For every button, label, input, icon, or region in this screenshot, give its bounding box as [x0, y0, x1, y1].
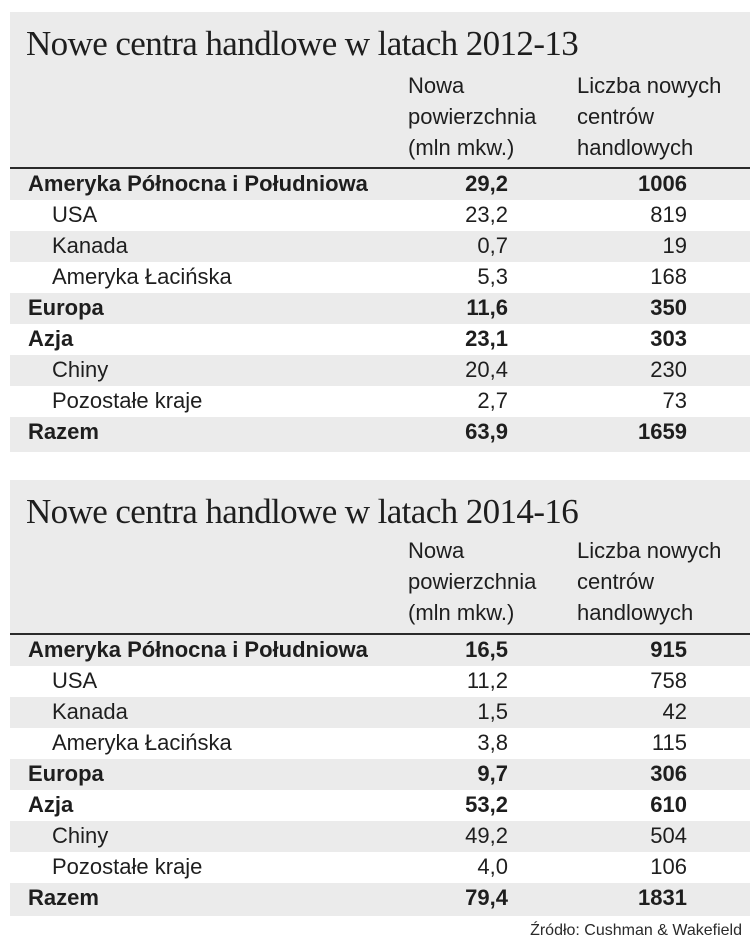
header-separator	[10, 167, 750, 169]
area-value: 1,5	[477, 699, 508, 724]
table-row: Europa 11,6 350	[10, 293, 750, 324]
table-2012-13: Nowe centra handlowe w latach 2012-13 No…	[10, 12, 750, 452]
table-row: Pozostałe kraje 4,0 106	[10, 852, 750, 883]
area-value: 63,9	[465, 419, 508, 444]
count-value: 115	[651, 730, 687, 755]
area-value: 5,3	[477, 264, 508, 289]
area-value: 0,7	[477, 233, 508, 258]
table-row: Ameryka Północna i Południowa 16,5 915	[10, 635, 750, 666]
count-value: 306	[650, 761, 687, 786]
count-value: 73	[662, 388, 687, 413]
count-value: 758	[650, 668, 687, 693]
count-value: 230	[650, 357, 687, 382]
table-row: Kanada 0,7 19	[10, 231, 750, 262]
row-label: USA	[52, 668, 98, 693]
table-row: Ameryka Łacińska 5,3 168	[10, 262, 750, 293]
table-row: Pozostałe kraje 2,7 73	[10, 386, 750, 417]
row-label: Pozostałe kraje	[52, 388, 203, 413]
table-row: USA 11,2 758	[10, 666, 750, 697]
area-value: 16,5	[465, 637, 508, 662]
column-header-count: Liczba nowych centrów handlowych	[577, 538, 722, 625]
table-row: Chiny 49,2 504	[10, 821, 750, 852]
count-value: 504	[650, 823, 687, 848]
row-label: Chiny	[52, 357, 109, 382]
row-label: Azja	[28, 792, 74, 817]
count-value: 915	[650, 637, 687, 662]
area-value: 3,8	[477, 730, 508, 755]
count-value: 303	[650, 326, 687, 351]
area-value: 20,4	[465, 357, 508, 382]
table-row: Ameryka Północna i Południowa 29,2 1006	[10, 169, 750, 200]
row-label: Razem	[28, 885, 99, 910]
row-label: Europa	[28, 761, 104, 786]
count-value: 1831	[638, 885, 687, 910]
count-value: 106	[650, 854, 687, 879]
row-label: Chiny	[52, 823, 109, 848]
area-value: 79,4	[465, 885, 508, 910]
column-header-area: Nowa powierzchnia (mln mkw.)	[408, 538, 537, 625]
area-value: 29,2	[465, 171, 508, 196]
area-value: 9,7	[477, 761, 508, 786]
row-label: Ameryka Łacińska	[52, 264, 232, 289]
row-label: Ameryka Północna i Południowa	[28, 171, 368, 196]
table-row: Europa 9,7 306	[10, 759, 750, 790]
row-label: Ameryka Północna i Południowa	[28, 637, 368, 662]
row-label: Ameryka Łacińska	[52, 730, 232, 755]
row-label: Kanada	[52, 699, 128, 724]
row-label: USA	[52, 202, 98, 227]
table-title: Nowe centra handlowe w latach 2012-13	[26, 24, 579, 63]
table-row: Razem 63,9 1659	[10, 417, 750, 448]
source-note: Źródło: Cushman & Wakefield	[530, 922, 742, 939]
table-2014-16: Nowe centra handlowe w latach 2014-16 No…	[10, 480, 750, 916]
table-row: Azja 53,2 610	[10, 790, 750, 821]
count-value: 168	[650, 264, 687, 289]
count-value: 819	[650, 202, 687, 227]
area-value: 11,2	[466, 668, 508, 693]
row-label: Pozostałe kraje	[52, 854, 203, 879]
table-row: Azja 23,1 303	[10, 324, 750, 355]
row-label: Azja	[28, 326, 74, 351]
area-value: 11,6	[466, 295, 508, 320]
area-value: 53,2	[465, 792, 508, 817]
count-value: 610	[650, 792, 687, 817]
header-separator	[10, 633, 750, 635]
table-row: USA 23,2 819	[10, 200, 750, 231]
count-value: 42	[662, 699, 687, 724]
area-value: 23,2	[465, 202, 508, 227]
row-label: Europa	[28, 295, 104, 320]
area-value: 23,1	[465, 326, 508, 351]
column-header-area: Nowa powierzchnia (mln mkw.)	[408, 73, 537, 160]
area-value: 2,7	[477, 388, 508, 413]
area-value: 4,0	[477, 854, 508, 879]
area-value: 49,2	[465, 823, 508, 848]
count-value: 350	[650, 295, 687, 320]
count-value: 1006	[638, 171, 687, 196]
table-row: Kanada 1,5 42	[10, 697, 750, 728]
count-value: 1659	[638, 419, 687, 444]
row-label: Kanada	[52, 233, 128, 258]
table-title: Nowe centra handlowe w latach 2014-16	[26, 492, 579, 531]
row-label: Razem	[28, 419, 99, 444]
count-value: 19	[662, 233, 687, 258]
table-row: Chiny 20,4 230	[10, 355, 750, 386]
table-row: Razem 79,4 1831	[10, 883, 750, 914]
column-header-count: Liczba nowych centrów handlowych	[577, 73, 722, 160]
table-row: Ameryka Łacińska 3,8 115	[10, 728, 750, 759]
